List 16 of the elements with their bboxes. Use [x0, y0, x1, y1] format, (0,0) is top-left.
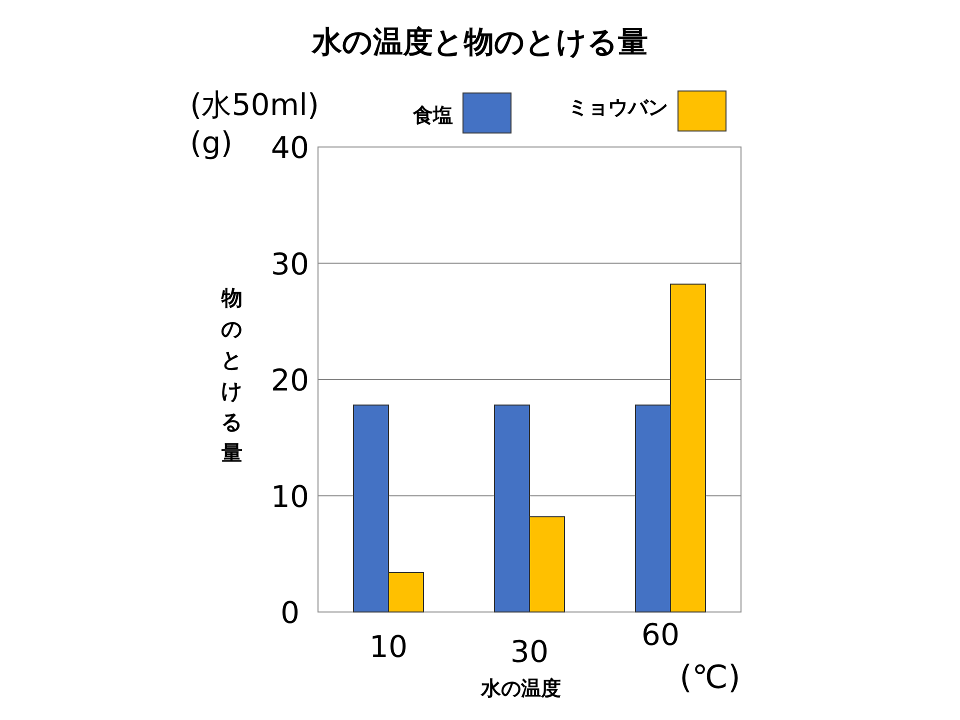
- text: (g): [190, 126, 232, 161]
- y-tick-label: 30: [270, 247, 310, 282]
- legend-label: 食塩: [412, 103, 453, 127]
- y-tick-label: 10: [270, 480, 310, 515]
- legend-label: ミョウバン: [568, 95, 668, 119]
- y-axis-title: 物のとける量: [220, 286, 243, 465]
- text: (水50ml): [190, 88, 320, 123]
- x-tick-label: 60: [641, 618, 680, 653]
- y-tick-label: 0: [280, 596, 300, 631]
- x-axis-title: 水の温度: [480, 676, 561, 700]
- x-tick-label: 30: [510, 635, 549, 670]
- x-tick-label: 10: [369, 630, 408, 665]
- y-tick-label: 20: [270, 364, 310, 398]
- y-tick-label: 40: [270, 131, 310, 166]
- text: (℃): [680, 658, 740, 696]
- chart-title: 水の温度と物のとける量: [311, 25, 648, 60]
